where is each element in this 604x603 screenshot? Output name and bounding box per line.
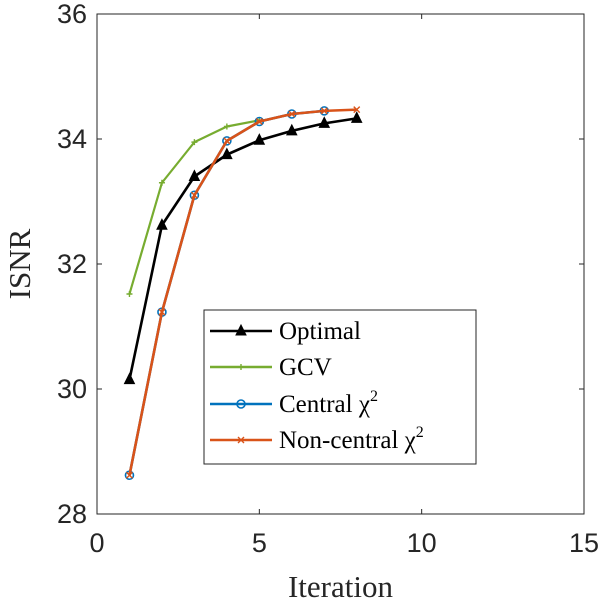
legend-item: Optimal (210, 318, 361, 345)
series-line (128, 117, 357, 380)
data-point (255, 118, 263, 125)
x-tick-label: 5 (252, 528, 267, 558)
x-tick-label: 10 (407, 528, 437, 558)
x-tick-label: 0 (89, 528, 104, 558)
legend: Optimal GCV Central χ2 Non-central χ2 (203, 309, 477, 465)
data-point (125, 471, 133, 479)
legend-label: Optimal (279, 318, 361, 345)
data-point (156, 218, 168, 230)
data-point (222, 136, 232, 146)
data-point (158, 308, 166, 316)
data-point (126, 291, 133, 297)
data-point (123, 372, 136, 385)
y-tick-label: 28 (57, 499, 87, 529)
legend-label: GCV (279, 354, 332, 381)
data-point (318, 116, 331, 128)
legend-marker (237, 436, 245, 444)
series-layer (123, 106, 363, 481)
legend-marker (238, 364, 244, 370)
legend-superscript: 2 (370, 388, 378, 405)
data-point (158, 179, 165, 186)
legend-box (203, 309, 477, 465)
y-tick-label: 30 (57, 374, 87, 404)
axis-layer: 0 5 10 15 28 30 32 34 36 (57, 0, 599, 558)
data-point (353, 106, 361, 114)
legend-superscript: 2 (416, 424, 424, 441)
data-point (190, 191, 198, 199)
data-point (223, 137, 231, 145)
y-axis-label: ISNR (2, 228, 37, 299)
series-0 (123, 111, 363, 385)
data-point (285, 123, 298, 136)
series-3 (125, 106, 361, 479)
legend-marker (236, 399, 246, 409)
x-axis-label: Iteration (288, 569, 394, 603)
y-tick-label: 34 (57, 124, 87, 154)
x-tick-label: 15 (569, 528, 599, 558)
legend-marker (235, 323, 247, 336)
data-point (350, 111, 363, 123)
data-point (253, 133, 266, 145)
y-tick-label: 36 (57, 0, 87, 29)
y-tick-label: 32 (57, 249, 87, 279)
legend-item: Non-central χ2 (210, 424, 424, 454)
legend-label: Non-central χ2 (279, 424, 424, 454)
legend-label: Central χ2 (279, 388, 378, 418)
data-point (320, 107, 328, 115)
data-point (188, 169, 201, 181)
legend-item: Central χ2 (210, 388, 378, 418)
data-point (221, 147, 233, 160)
data-point (191, 139, 198, 146)
series-line (128, 108, 357, 476)
data-point (288, 110, 296, 118)
legend-item: GCV (210, 354, 332, 381)
data-point (223, 123, 230, 130)
